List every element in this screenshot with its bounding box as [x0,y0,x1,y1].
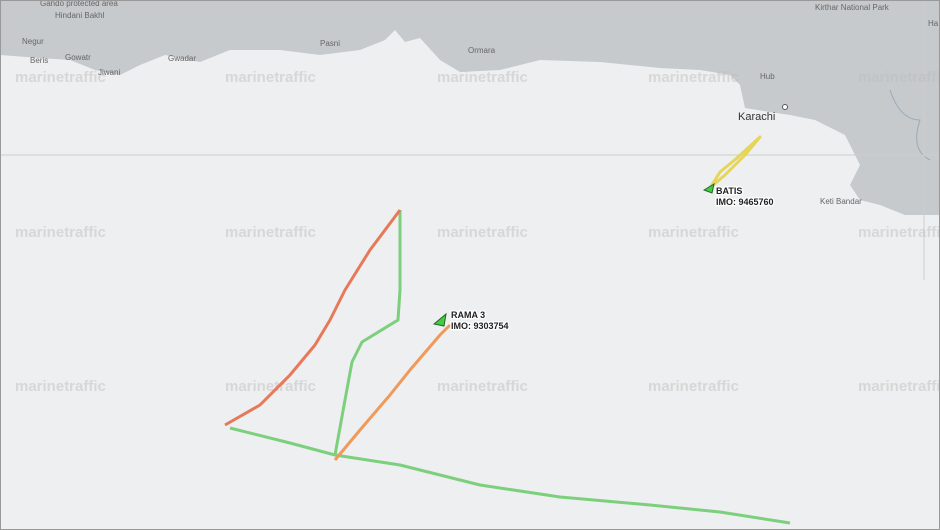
vessels: BATIS IMO: 9465760 RAMA 3 IMO: 9303754 [432,182,775,332]
watermark: marinetraffic [15,224,106,241]
place-label: Karachi [738,111,775,123]
place-label: Jiwani [98,68,120,77]
watermark: marinetraffic [648,378,739,395]
place-label: Hub [760,72,775,81]
watermark: marinetraffic [858,378,940,395]
vessel-icon [432,312,447,327]
place-label: Gwadar [168,54,196,63]
watermark: marinetraffic [437,378,528,395]
watermark: marinetraffic [225,69,316,86]
track [224,209,402,427]
place-label: Beris [30,56,48,65]
vessel-imo: IMO: 9303754 [451,321,509,331]
place-label: Gando protected area [40,0,118,8]
river [889,89,931,161]
track [708,135,762,189]
watermark: marinetraffic [225,224,316,241]
place-label: Pasni [320,39,340,48]
watermark: marinetraffic [437,224,528,241]
watermark: marinetraffic [858,224,940,241]
watermark: marinetraffic [648,69,739,86]
vessel-imo: IMO: 9465760 [716,197,774,207]
watermark: marinetraffic [225,378,316,395]
vessel-name[interactable]: RAMA 3 [450,309,487,322]
place-label: Gowatr [65,53,91,62]
place-label: Ormara [468,46,496,55]
track [333,323,452,461]
place-label: Negur [22,37,44,46]
watermark: marinetraffic [15,378,106,395]
watermark: marinetraffic [15,69,106,86]
city-dot [782,104,788,110]
tracks [224,135,791,525]
watermark: marinetraffic [437,69,528,86]
land [0,0,940,215]
vessel-icon [702,182,715,194]
watermark: marinetraffic [648,224,739,241]
place-labels: Gando protected area Hindani Bakhl Negur… [22,0,939,206]
vessel-name[interactable]: BATIS [715,185,744,198]
place-label: Keti Bandar [820,197,862,206]
place-label: Ha [928,19,939,28]
track [333,210,402,456]
watermarks: marinetraffic marinetraffic marinetraffic m… [15,69,940,395]
track [229,426,791,525]
watermark: marinetraffic [858,69,940,86]
place-label: Kirthar National Park [815,3,890,12]
place-label: Hindani Bakhl [55,11,105,20]
